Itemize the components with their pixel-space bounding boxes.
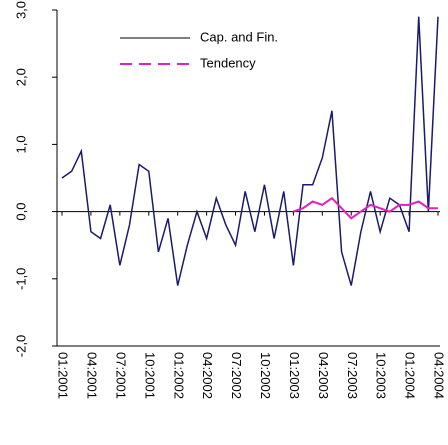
y-tick-label: 3,0	[13, 1, 28, 19]
legend-label: Cap. and Fin.	[200, 29, 278, 44]
x-tick-label: 10:2002	[258, 352, 273, 399]
x-tick-label: 07:2002	[229, 352, 244, 399]
x-tick-label: 10:2001	[142, 352, 157, 399]
x-tick-label: 04:2004	[432, 352, 447, 399]
y-tick-label: 0,0	[13, 203, 28, 221]
x-tick-label: 04:2001	[84, 352, 99, 399]
x-tick-label: 07:2003	[345, 352, 360, 399]
y-tick-label: 2,0	[13, 68, 28, 86]
x-tick-label: 04:2002	[200, 352, 215, 399]
legend-label: Tendency	[200, 55, 256, 70]
x-tick-label: 01:2001	[56, 352, 71, 399]
y-tick-label: 1,0	[13, 135, 28, 153]
legend: Cap. and Fin. Tendency	[120, 29, 278, 70]
x-tick-label: 01:2002	[171, 352, 186, 399]
data-line	[293, 196, 438, 220]
x-tick-label: 01:2004	[403, 352, 418, 399]
y-tick-label: -2,0	[13, 335, 28, 357]
x-tick-label: 01:2003	[287, 352, 302, 399]
x-tick-label: 07:2001	[113, 352, 128, 399]
y-tick-label: -1,0	[13, 268, 28, 290]
x-tick-label: 10:2003	[374, 352, 389, 399]
data-line	[61, 16, 439, 286]
x-tick-label: 04:2003	[316, 352, 331, 399]
